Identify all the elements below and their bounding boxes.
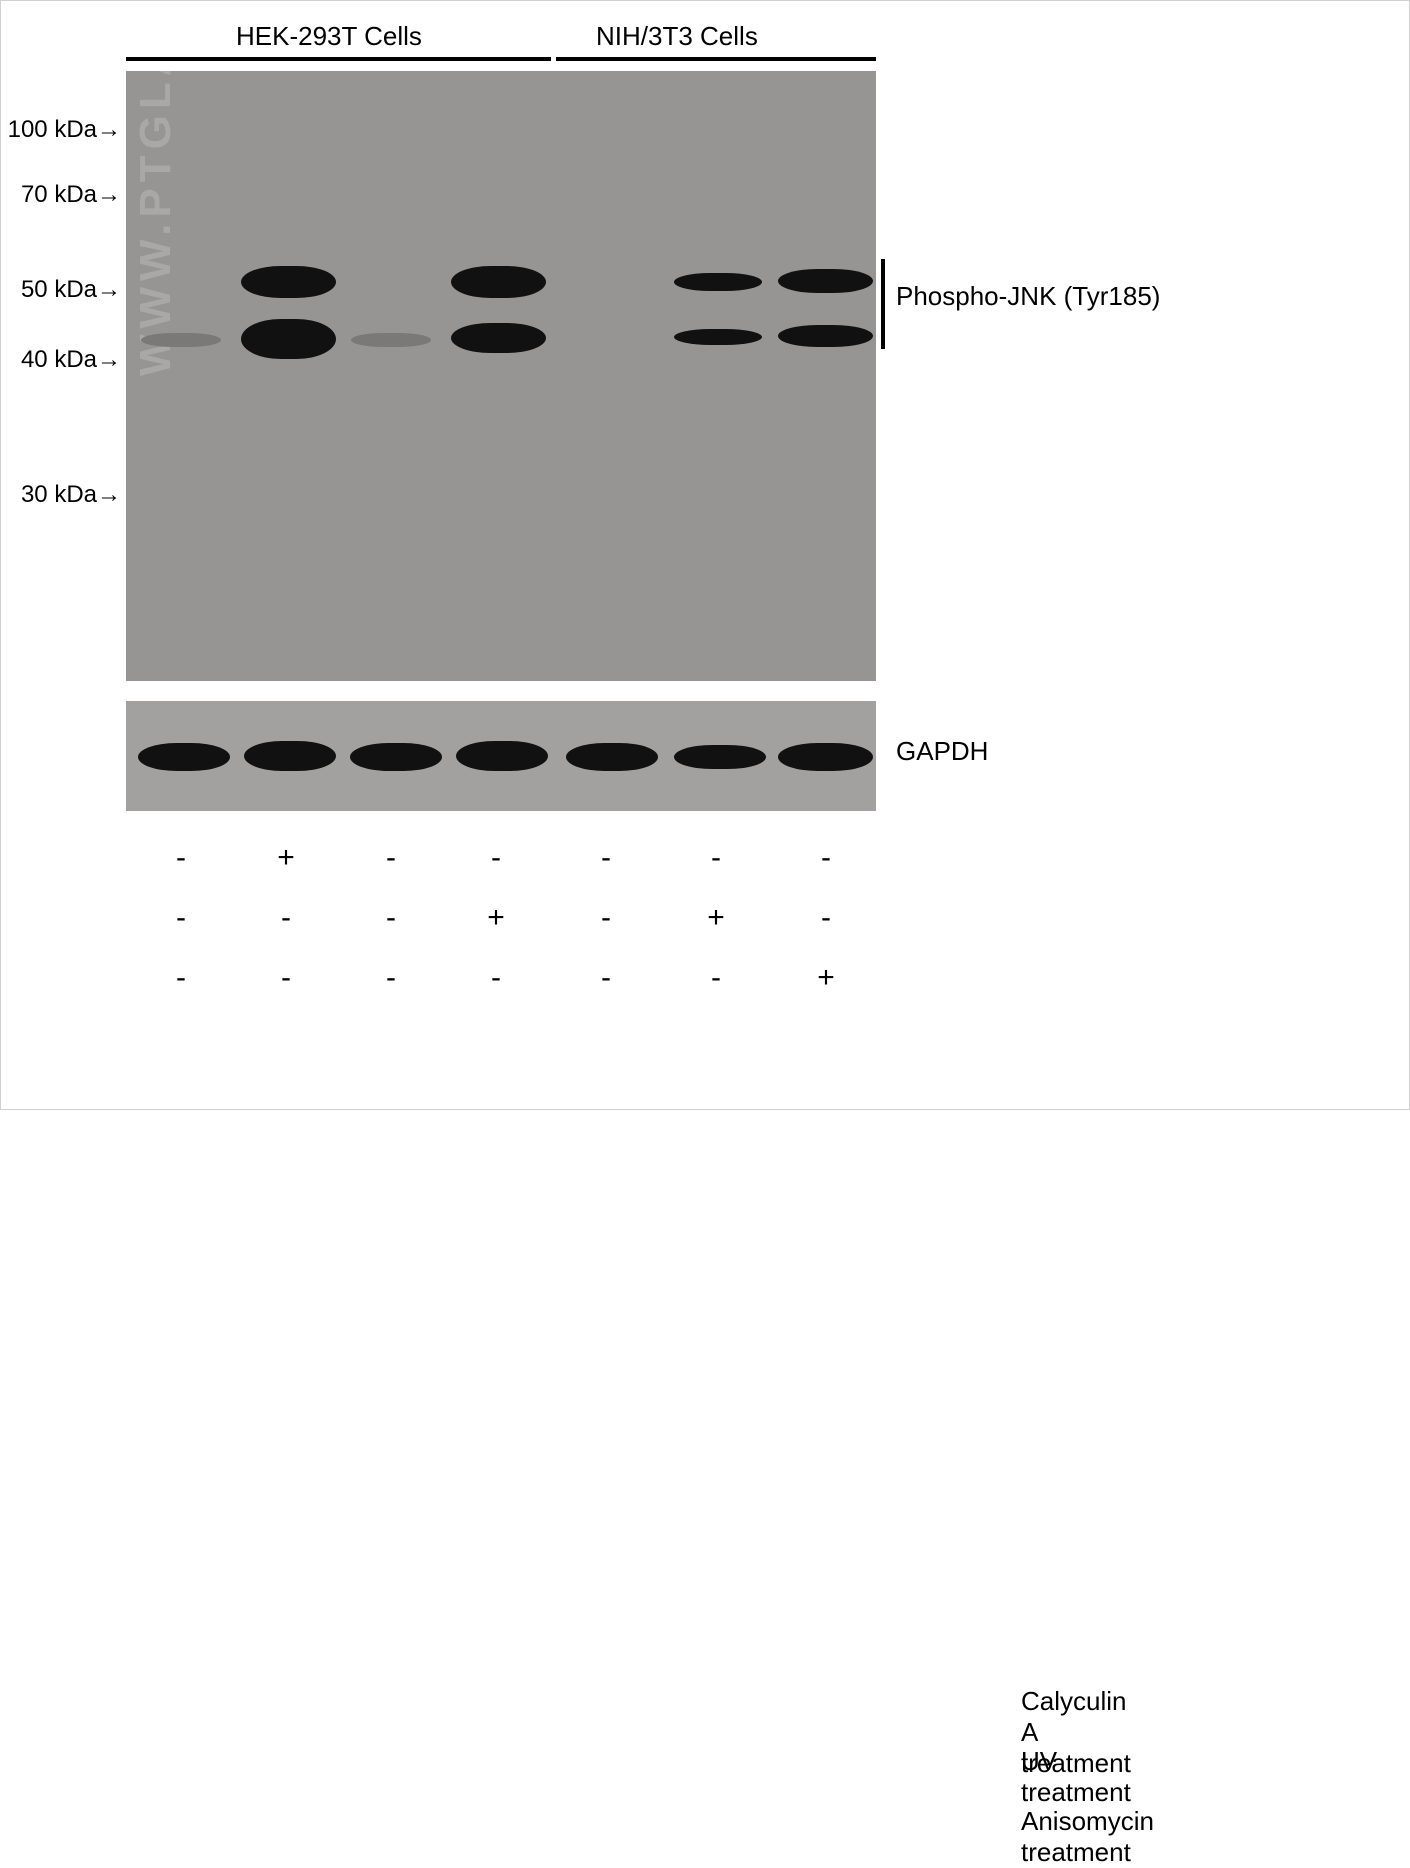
treat-anisomycin-lane5: - — [566, 961, 646, 995]
gapdh-band-lane1 — [138, 743, 230, 771]
figure-container: HEK-293T Cells NIH/3T3 Cells 100 kDa→ 70… — [1, 1, 1409, 1109]
band-lane2-lower — [241, 319, 336, 359]
gapdh-band-lane6 — [674, 745, 766, 769]
header-bar-left — [126, 57, 551, 61]
treat-anisomycin-lane3: - — [351, 961, 431, 995]
treatment-label-uv: UV treatment — [1021, 1746, 1131, 1808]
gapdh-band-lane7 — [778, 743, 873, 771]
treat-uv-lane1: - — [141, 901, 221, 935]
cell-line-right-label: NIH/3T3 Cells — [596, 21, 758, 52]
band-lane2-upper — [241, 266, 336, 298]
cell-line-left-label: HEK-293T Cells — [236, 21, 422, 52]
treatment-row-uv: - - - + - + - — [126, 901, 876, 961]
mw-label-100: 100 kDa→ — [8, 116, 121, 144]
mw-label-50: 50 kDa→ — [21, 276, 121, 304]
treat-calyculin-lane3: - — [351, 841, 431, 875]
band-lane4-lower — [451, 323, 546, 353]
target-bracket — [881, 259, 885, 349]
treat-calyculin-lane7: - — [786, 841, 866, 875]
gapdh-label: GAPDH — [896, 736, 988, 767]
gapdh-band-lane4 — [456, 741, 548, 771]
band-lane7-upper — [778, 269, 873, 293]
band-lane1-lower — [141, 333, 221, 347]
mw-label-30: 30 kDa→ — [21, 481, 121, 509]
watermark-text: WWW.PTGLAB.COM — [131, 71, 181, 376]
cell-line-headers: HEK-293T Cells NIH/3T3 Cells — [126, 21, 876, 71]
treat-calyculin-lane1: - — [141, 841, 221, 875]
western-blot-main: WWW.PTGLAB.COM — [126, 71, 876, 681]
target-label: Phospho-JNK (Tyr185) — [896, 281, 1160, 312]
treat-uv-lane5: - — [566, 901, 646, 935]
gapdh-band-lane5 — [566, 743, 658, 771]
treatment-row-anisomycin: - - - - - - + — [126, 961, 876, 1021]
mw-label-40: 40 kDa→ — [21, 346, 121, 374]
gapdh-band-lane2 — [244, 741, 336, 771]
treat-anisomycin-lane6: - — [676, 961, 756, 995]
band-lane4-upper — [451, 266, 546, 298]
header-bar-right — [556, 57, 876, 61]
band-lane6-lower — [674, 329, 762, 345]
treat-calyculin-lane2: + — [246, 841, 326, 875]
western-blot-gapdh — [126, 701, 876, 811]
treat-anisomycin-lane7: + — [786, 961, 866, 995]
treat-anisomycin-lane1: - — [141, 961, 221, 995]
treat-uv-lane4: + — [456, 901, 536, 935]
band-lane6-upper — [674, 273, 762, 291]
treat-anisomycin-lane2: - — [246, 961, 326, 995]
band-lane3-lower — [351, 333, 431, 347]
treatment-matrix: - + - - - - - Calyculin A treatment - - … — [126, 841, 876, 1021]
treat-uv-lane6: + — [676, 901, 756, 935]
treat-calyculin-lane5: - — [566, 841, 646, 875]
band-lane7-lower — [778, 325, 873, 347]
treatment-label-anisomycin: Anisomycin treatment — [1021, 1806, 1154, 1868]
treat-calyculin-lane4: - — [456, 841, 536, 875]
treat-uv-lane3: - — [351, 901, 431, 935]
treat-uv-lane2: - — [246, 901, 326, 935]
treat-uv-lane7: - — [786, 901, 866, 935]
treatment-row-calyculin: - + - - - - - — [126, 841, 876, 901]
mw-label-70: 70 kDa→ — [21, 181, 121, 209]
treat-calyculin-lane6: - — [676, 841, 756, 875]
gapdh-band-lane3 — [350, 743, 442, 771]
treat-anisomycin-lane4: - — [456, 961, 536, 995]
